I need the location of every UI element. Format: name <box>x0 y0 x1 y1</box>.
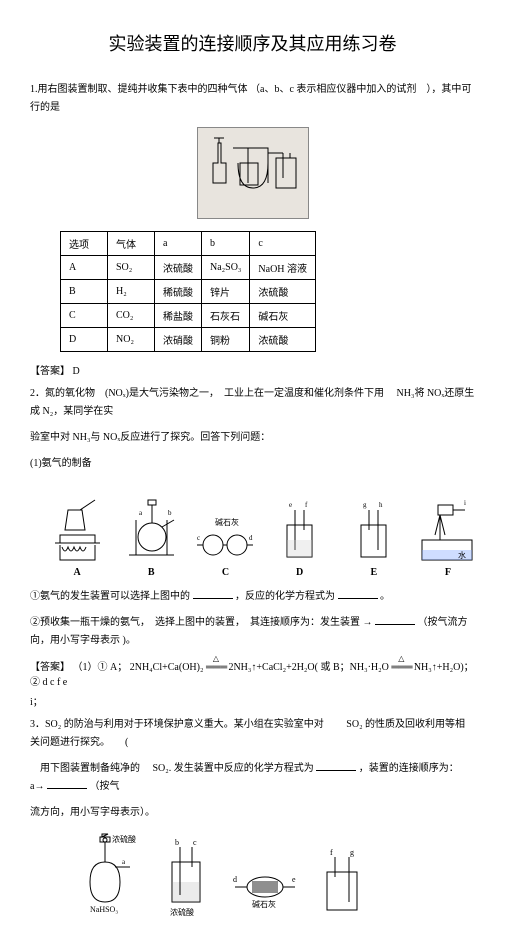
q1-figure <box>30 127 475 221</box>
svg-text:g: g <box>363 501 367 509</box>
svg-text:浓硫酸: 浓硫酸 <box>170 907 194 917</box>
q2-answer: 【答案】 （1）① A； 2NH₄Cl+Ca(OH)₂ △ ═══ 2NH₃↑+… <box>30 658 475 688</box>
svg-text:b: b <box>168 509 172 517</box>
q1-table: 选项 气体 a b c A SO₂ 浓硫酸 Na₂SO₃ NaOH 溶液 B H… <box>60 231 316 352</box>
blank <box>193 588 233 599</box>
blank <box>338 588 378 599</box>
svg-text:碱石灰: 碱石灰 <box>252 899 276 909</box>
table-row: B H₂ 稀硫酸 锌片 浓硫酸 <box>61 280 316 304</box>
table-row: C CO₂ 稀盐酸 石灰石 碱石灰 <box>61 304 316 328</box>
svg-text:h: h <box>379 501 383 509</box>
q1-stem: 1.用右图装置制取、提纯并收集下表中的四种气体 （a、b、c 表示相应仪器中加入… <box>30 81 475 117</box>
q3-line2: 用下图装置制备纯净的 SO₂. 发生装置中反应的化学方程式为 ，装置的连接顺序为… <box>30 760 475 796</box>
svg-text:f: f <box>305 501 308 509</box>
device-c: cd碱石灰 C <box>188 495 262 578</box>
th-gas: 气体 <box>108 232 155 256</box>
device-flask: a 浓硫酸 NaHSO₃ <box>70 832 145 920</box>
q2-sub1: (1)氨气的制备 <box>30 455 475 473</box>
device-d: ef D <box>263 495 337 578</box>
q1-stem-text: 1.用右图装置制取、提纯并收集下表中的四种气体 <box>30 84 248 95</box>
table-row: D NO₂ 浓硝酸 铜粉 浓硫酸 <box>61 328 316 352</box>
q2-sub3: ②预收集一瓶干燥的氨气， 选择上图中的装置， 其连接顺序为：发生装置 → （按气… <box>30 614 475 650</box>
device-a: A <box>40 495 114 578</box>
th-b: b <box>202 232 250 256</box>
q2-diagram: A ab B cd碱石灰 C ef D gh E i水 F <box>30 483 495 578</box>
svg-text:浓硫酸: 浓硫酸 <box>112 834 136 844</box>
svg-text:i: i <box>464 499 466 507</box>
q3-diagram: a 浓硫酸 NaHSO₃ b c 浓硫酸 d e 碱石灰 <box>70 832 475 920</box>
q2-sub2: ①氨气的发生装置可以选择上图中的 ，反应的化学方程式为 。 <box>30 588 475 606</box>
device-collect: f g <box>315 847 370 920</box>
q2-line2: 验室中对 NH₃与 NOₓ反应进行了探究。回答下列问题： <box>30 429 475 447</box>
svg-text:a: a <box>139 509 143 517</box>
svg-text:c: c <box>193 838 197 847</box>
device-b: ab B <box>114 495 188 578</box>
device-e: gh E <box>337 495 411 578</box>
svg-text:g: g <box>350 848 354 857</box>
svg-text:NaHSO₃: NaHSO₃ <box>90 905 118 914</box>
q1-answer: 【答案】 D <box>30 362 475 377</box>
q2-stem: 2．氮的氧化物 (NOₓ)是大气污染物之一， 工业上在一定温度和催化剂条件下用 … <box>30 385 475 421</box>
svg-text:水: 水 <box>458 550 466 560</box>
th-c: c <box>250 232 316 256</box>
th-option: 选项 <box>61 232 108 256</box>
svg-text:e: e <box>289 501 292 509</box>
answer-value: D <box>73 366 80 377</box>
table-row: A SO₂ 浓硫酸 Na₂SO₃ NaOH 溶液 <box>61 256 316 280</box>
page-title: 实验装置的连接顺序及其应用练习卷 <box>30 30 475 56</box>
blank <box>375 614 415 625</box>
device-washbottle: b c 浓硫酸 <box>160 837 215 920</box>
blank <box>47 778 87 789</box>
blank <box>316 760 356 771</box>
svg-text:b: b <box>175 838 179 847</box>
svg-text:碱石灰: 碱石灰 <box>215 517 239 527</box>
svg-text:f: f <box>330 848 333 857</box>
device-drytube: d e 碱石灰 <box>230 857 300 920</box>
svg-text:e: e <box>292 875 296 884</box>
device-f: i水 F <box>411 495 485 578</box>
svg-text:a: a <box>122 858 126 866</box>
th-a: a <box>155 232 202 256</box>
q2-answer-tail: i； <box>30 693 475 708</box>
q3-line3: 流方向，用小写字母表示）。 <box>30 804 475 822</box>
svg-text:d: d <box>249 534 253 542</box>
svg-text:c: c <box>197 534 200 542</box>
q3-stem: 3．SO₂ 的防治与利用对于环境保护意义重大。某小组在实验室中对 SO₂ 的性质… <box>30 716 475 752</box>
answer-label: 【答案】 <box>30 366 70 377</box>
svg-text:d: d <box>233 875 237 884</box>
